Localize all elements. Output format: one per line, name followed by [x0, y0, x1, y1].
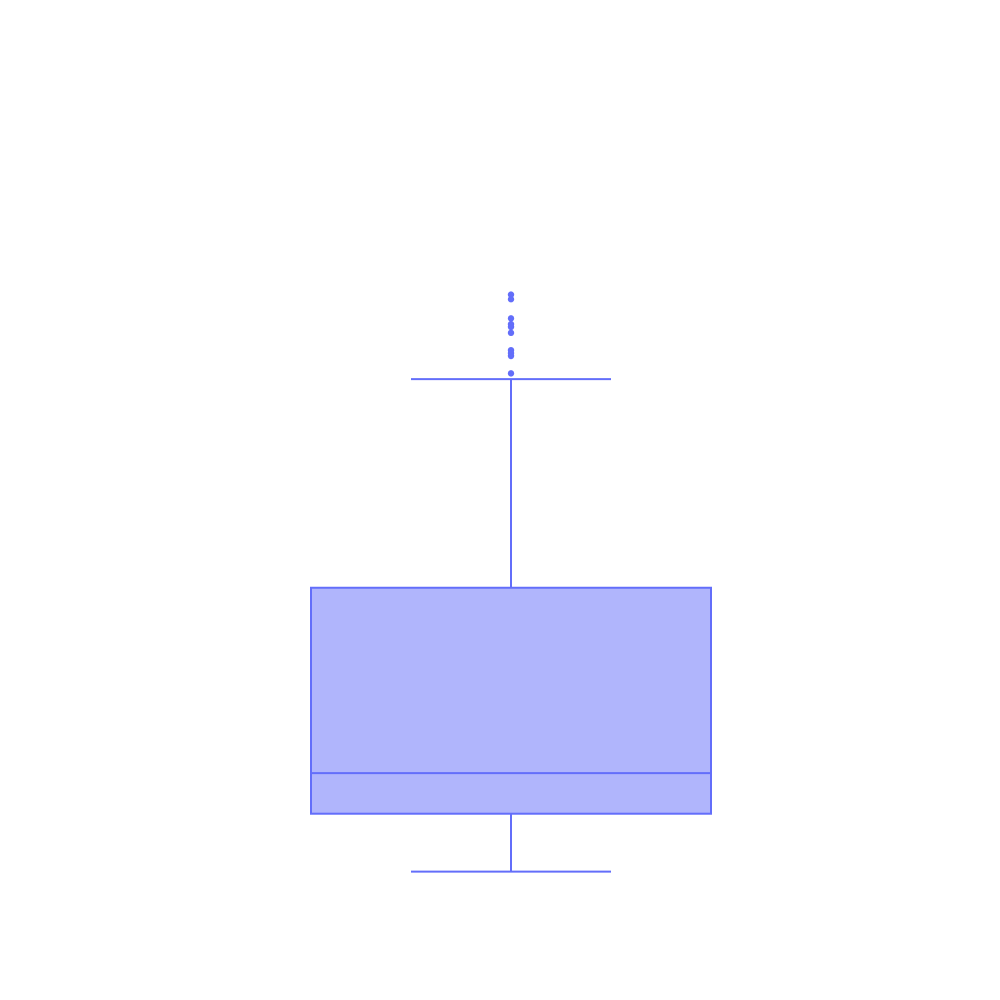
outlier-point — [507, 349, 515, 357]
plot-layer — [310, 291, 712, 873]
outlier-point — [507, 296, 515, 303]
outlier-point — [507, 370, 515, 377]
outlier-point — [507, 291, 515, 298]
outlier-point — [507, 320, 515, 328]
outlier-point — [507, 329, 515, 337]
iqr-box — [310, 586, 712, 815]
outlier-point — [507, 315, 515, 322]
